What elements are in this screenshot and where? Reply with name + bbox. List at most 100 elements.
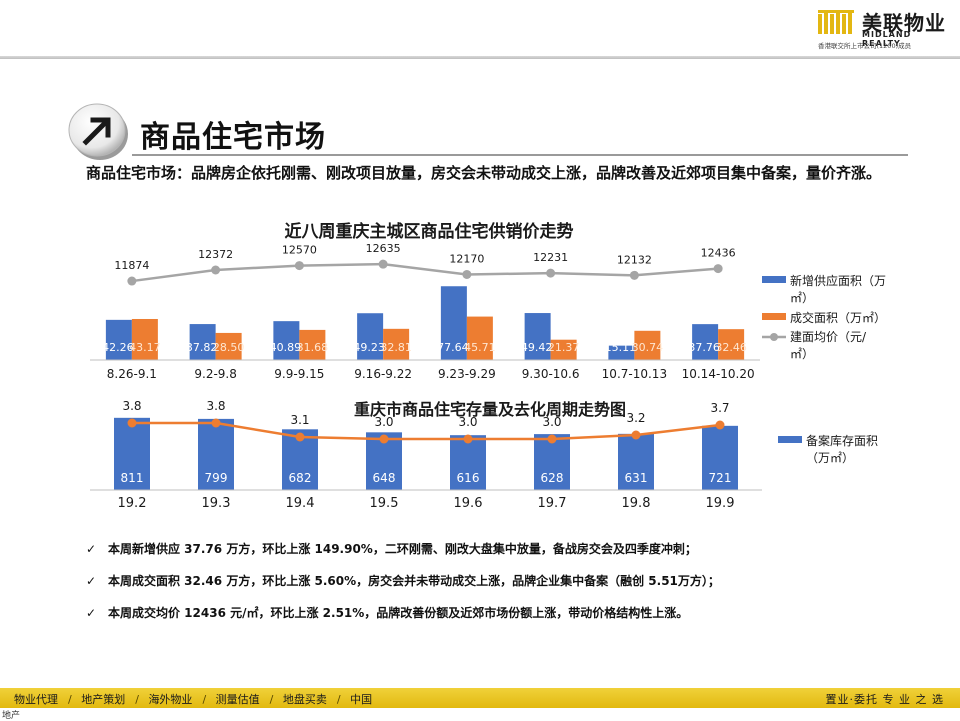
chart1-price-point	[713, 264, 723, 274]
chart1-supply-bar	[524, 313, 551, 360]
bullet-item-sales: ✓ 本周成交面积 32.46 万方，环比上涨 5.60%，房交会并未带动成交上涨，…	[86, 574, 720, 588]
title-underline	[132, 154, 908, 156]
intro-paragraph: 商品住宅市场：品牌房企依托刚需、刚改项目放量，房交会未带动成交上涨，品牌改善及近…	[86, 164, 882, 182]
chart2-legend-inventory: 备案库存面积	[806, 433, 878, 448]
footer-item-land[interactable]: 地盘买卖	[282, 693, 327, 706]
chart1-sales-label: 21.37	[548, 341, 580, 354]
footer-slogan: 置业·委托 专 业 之 选	[825, 693, 944, 706]
chart1-x-tick-label: 10.7-10.13	[602, 367, 667, 381]
chart2-cycle-label: 3.0	[374, 415, 393, 429]
footer-item-agency[interactable]: 物业代理	[14, 693, 58, 706]
chart2-cycle-point	[211, 418, 221, 428]
chart1-price-point	[294, 261, 304, 271]
chart2-inventory-label: 631	[625, 471, 648, 485]
chart1-legend-swatch-sales	[762, 313, 786, 320]
chart2-inventory-label: 811	[121, 471, 144, 485]
chart2-inventory-bar	[114, 417, 150, 490]
chart1-x-tick-label: 9.23-9.29	[438, 367, 496, 381]
chart1-supply-label: 77.64	[437, 341, 469, 354]
chart1-x-tick-label: 9.30-10.6	[522, 367, 580, 381]
chart1-price-label: 12170	[449, 252, 484, 265]
check-icon: ✓	[86, 542, 97, 556]
footer-item-overseas[interactable]: 海外物业	[148, 693, 193, 706]
footer-item-china[interactable]: 中国	[350, 693, 373, 706]
chart1-supply-bar	[440, 286, 467, 360]
chart1-x-tick-label: 9.9-9.15	[274, 367, 324, 381]
chart1-price-label: 12436	[701, 247, 736, 260]
logo-mark-icon	[818, 10, 854, 34]
logo-english-name: MIDLAND REALTY	[862, 30, 912, 48]
chart2-x-tick-label: 19.8	[622, 496, 651, 511]
chart1-supply-label: 49.42	[521, 341, 553, 354]
chart2-x-tick-label: 19.2	[118, 496, 147, 511]
chart2-inventory-label: 628	[541, 471, 564, 485]
chart1-price-point	[211, 265, 221, 275]
chart2-cycle-point	[295, 432, 305, 442]
chart2-x-tick-label: 19.5	[370, 496, 399, 511]
chart1-supply-bar	[105, 319, 132, 360]
header-divider	[0, 56, 960, 59]
chart1-supply-label: 40.89	[270, 341, 302, 354]
chart2-inventory-bar	[198, 418, 234, 490]
chart1-price-point	[462, 269, 472, 279]
chart1-price-label: 12231	[533, 251, 568, 264]
chart1-sales-bar	[718, 329, 745, 360]
chart2-inventory-label: 682	[289, 471, 312, 485]
chart2-cycle-point	[463, 434, 473, 444]
chart2-cycle-point	[127, 418, 137, 428]
chart1-price-point	[546, 268, 556, 278]
check-icon: ✓	[86, 606, 97, 620]
chart1-supply-bar	[189, 324, 216, 360]
footer-services: 物业代理 / 地产策划 / 海外物业 / 测量估值 / 地盘买卖 / 中国	[14, 693, 373, 706]
chart1-legend-sales: 成交面积（万㎡）	[790, 310, 886, 325]
chart2-inventory-bar	[702, 425, 738, 490]
chart1-sales-bar	[466, 316, 493, 360]
chart2-x-tick-label: 19.6	[454, 496, 483, 511]
chart1-legend-supply-unit: ㎡）	[790, 291, 814, 305]
chart2-x-tick-label: 19.9	[706, 496, 735, 511]
chart2-inventory-label: 799	[205, 471, 228, 485]
corner-label: 地产	[2, 711, 21, 721]
midland-logo[interactable]: 美联物业 MIDLAND REALTY 香港联交所上市公司(1200)成员	[818, 8, 952, 52]
chart1-sales-label: 43.17	[129, 341, 161, 354]
logo-subtitle: 香港联交所上市公司(1200)成员	[818, 42, 912, 50]
chart1-supply-bar	[608, 345, 635, 360]
chart2-cycle-label: 3.7	[710, 401, 729, 415]
chart1-sales-label: 32.46	[715, 341, 747, 354]
chart2-cycle-point	[547, 434, 557, 444]
chart1-price-point	[127, 276, 137, 286]
arrow-up-right-icon	[68, 103, 128, 160]
footer-bar: 物业代理 / 地产策划 / 海外物业 / 测量估值 / 地盘买卖 / 中国 置业·委托 专…	[0, 688, 960, 708]
chart1-supply-bar	[357, 313, 384, 360]
chart1-x-tick-label: 9.2-9.8	[194, 367, 237, 381]
chart1-legend-price: 建面均价（元/	[790, 330, 867, 344]
chart1-legend-swatch-supply	[762, 276, 786, 283]
chart2-cycle-label: 3.8	[206, 399, 225, 413]
chart1-sales-label: 28.50	[213, 341, 245, 354]
header-bar: 美联物业 MIDLAND REALTY 香港联交所上市公司(1200)成员	[0, 0, 960, 56]
chart1-sales-bar	[131, 318, 158, 360]
chart2-cycle-label: 3.0	[542, 415, 561, 429]
chart1-price-label: 12570	[282, 244, 317, 257]
chart1-sales-bar	[215, 332, 242, 360]
chart2-cycle-line	[132, 421, 721, 441]
chart1-supply-label: 49.23	[353, 341, 385, 354]
chart1-supply-label: 37.82	[186, 341, 218, 354]
footer-item-planning[interactable]: 地产策划	[81, 693, 126, 706]
chart1-price-point	[378, 259, 388, 269]
chart2-inventory-label: 616	[457, 471, 480, 485]
chart1-price-label: 12372	[198, 248, 233, 261]
chart1-legend-price-unit: ㎡）	[790, 347, 814, 361]
chart1-sales-label: 31.68	[297, 341, 329, 354]
footer-item-valuation[interactable]: 测量估值	[215, 693, 260, 706]
check-icon: ✓	[86, 574, 97, 588]
chart1-title: 近八周重庆主城区商品住宅供销价走势	[285, 221, 574, 242]
chart2-x-tick-label: 19.4	[286, 496, 315, 511]
chart2-x-tick-label: 19.7	[538, 496, 567, 511]
chart1-x-tick-label: 9.16-9.22	[354, 367, 412, 381]
chart1-price-label: 12132	[617, 253, 652, 266]
chart2-cycle-point	[715, 420, 725, 430]
chart1-supply-label: 37.76	[688, 341, 720, 354]
chart1-x-tick-label: 8.26-9.1	[107, 367, 157, 381]
